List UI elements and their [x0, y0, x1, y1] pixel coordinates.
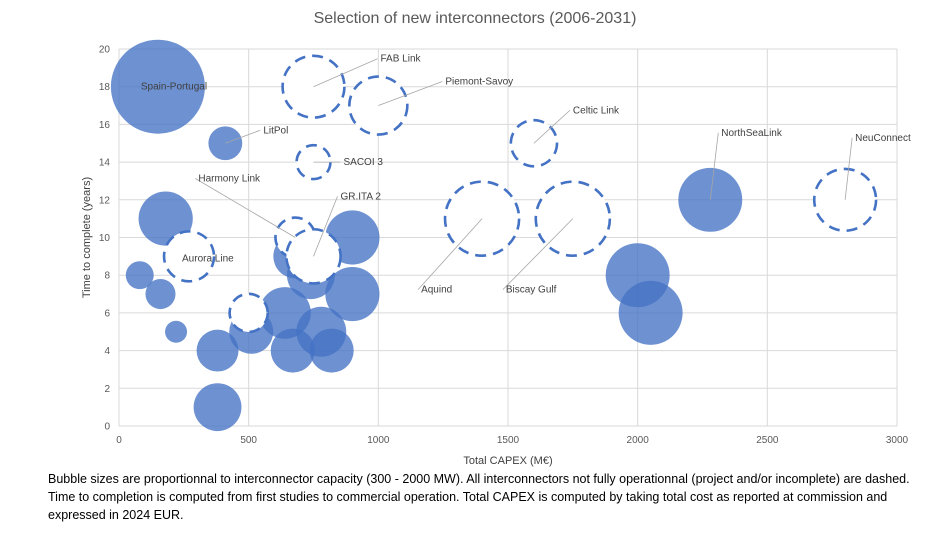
- x-tick-label: 500: [240, 435, 257, 446]
- leader-line: [195, 178, 296, 238]
- bubble: [110, 39, 205, 134]
- y-tick-label: 10: [99, 233, 111, 244]
- bubble-label: Aurora Line: [182, 253, 234, 264]
- leader-line: [225, 129, 261, 144]
- bubble-label: FAB Link: [381, 54, 422, 65]
- x-tick-label: 0: [116, 435, 122, 446]
- bubble-label: Harmony Link: [198, 174, 261, 185]
- bubble-label: Biscay Gulf: [506, 285, 557, 296]
- chart-caption: Bubble sizes are proportionnal to interc…: [48, 472, 910, 522]
- y-tick-label: 14: [99, 158, 111, 169]
- x-tick-label: 3000: [886, 435, 909, 446]
- x-axis-label: Total CAPEX (M€): [463, 455, 552, 467]
- y-tick-label: 18: [99, 82, 111, 93]
- leader-line: [313, 58, 378, 88]
- leader-line: [533, 109, 571, 144]
- bubble-label: LitPol: [263, 125, 288, 136]
- bubble: [125, 261, 154, 290]
- bubble-label: Spain-Portugal: [141, 82, 207, 93]
- y-tick-label: 12: [99, 195, 111, 206]
- bubble: [196, 329, 239, 372]
- leader-line: [844, 137, 853, 200]
- leader-line: [313, 196, 338, 257]
- bubble-label: Aquind: [421, 285, 452, 296]
- leader-line: [417, 218, 483, 290]
- bubble-chart: 0 2 4 6 8 10 12 14 16 18 20 0 500 1000 1500 2000 2500 300…: [81, 39, 911, 467]
- bubble: [309, 328, 354, 373]
- x-tick-label: 2500: [756, 435, 779, 446]
- bubble-label: Celtic Link: [573, 105, 620, 116]
- bubble-label: Piemont-Savoy: [445, 77, 513, 88]
- bubble: [165, 320, 188, 343]
- bubble: [193, 383, 242, 432]
- y-tick-label: 0: [104, 422, 110, 433]
- bubble-label: GR.ITA 2: [341, 191, 382, 202]
- y-tick-label: 4: [104, 346, 110, 357]
- chart-title: Selection of new interconnectors (2006-2…: [313, 10, 637, 27]
- bubble: [145, 279, 176, 310]
- y-tick-label: 20: [99, 45, 111, 56]
- bubble-dashed: [162, 230, 216, 283]
- bubble-label: NorthSeaLink: [721, 128, 783, 139]
- y-tick-label: 8: [104, 271, 110, 282]
- bubble: [270, 328, 315, 373]
- leader-line: [502, 218, 574, 290]
- leader-line: [709, 132, 719, 200]
- bubble: [325, 266, 380, 322]
- bubble-dashed: [228, 292, 270, 334]
- y-tick-label: 6: [104, 308, 110, 319]
- bubble-label: SACOI 3: [344, 157, 384, 168]
- leader-line: [378, 81, 443, 106]
- bubble-dashed: [443, 180, 521, 257]
- y-tick-label: 2: [104, 384, 110, 395]
- bubble-label: NeuConnect: [855, 133, 911, 144]
- y-axis-label: Time to complete (years): [81, 177, 93, 298]
- x-tick-label: 1500: [497, 435, 520, 446]
- x-tick-label: 1000: [367, 435, 390, 446]
- bubble: [618, 280, 683, 345]
- x-tick-label: 2000: [627, 435, 650, 446]
- bubble: [138, 191, 193, 246]
- y-tick-label: 16: [99, 120, 111, 131]
